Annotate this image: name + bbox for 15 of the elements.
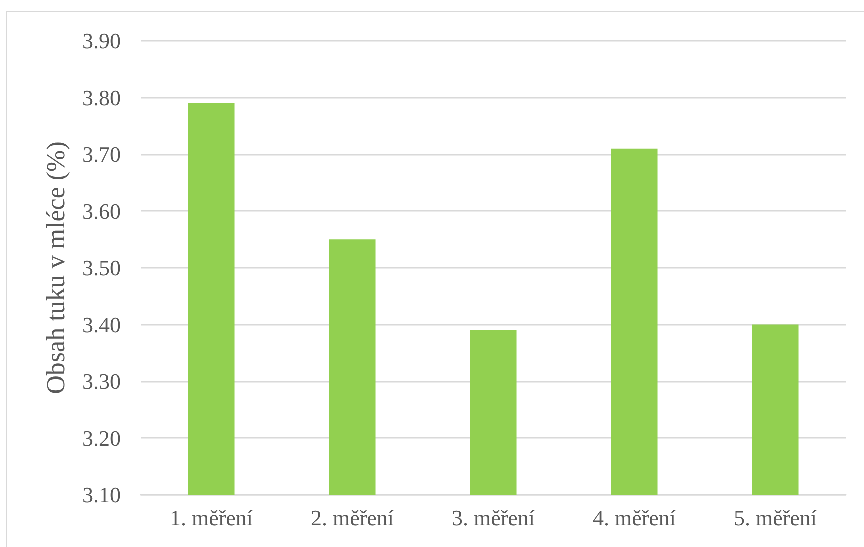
y-tick-label: 3.50 xyxy=(82,256,121,280)
y-tick-label: 3.60 xyxy=(82,198,121,224)
x-tick-label: 4. měření xyxy=(592,506,676,530)
x-tick-label: 3. měření xyxy=(452,506,536,530)
x-tick-label: 1. měření xyxy=(170,506,254,530)
y-tick-label: 3.40 xyxy=(82,312,121,338)
x-tick-label: 5. měření xyxy=(734,506,818,530)
y-axis-title: Obsah tuku v mléce (%) xyxy=(42,142,70,394)
x-tick-label: 2. měření xyxy=(310,506,394,530)
y-tick-label: 3.30 xyxy=(82,369,121,394)
y-tick-label: 3.20 xyxy=(82,426,121,451)
y-tick-label: 3.90 xyxy=(82,28,121,54)
y-tick-label: 3.10 xyxy=(82,482,121,508)
y-tick-label: 3.80 xyxy=(82,85,121,110)
y-tick-label: 3.70 xyxy=(82,142,121,167)
